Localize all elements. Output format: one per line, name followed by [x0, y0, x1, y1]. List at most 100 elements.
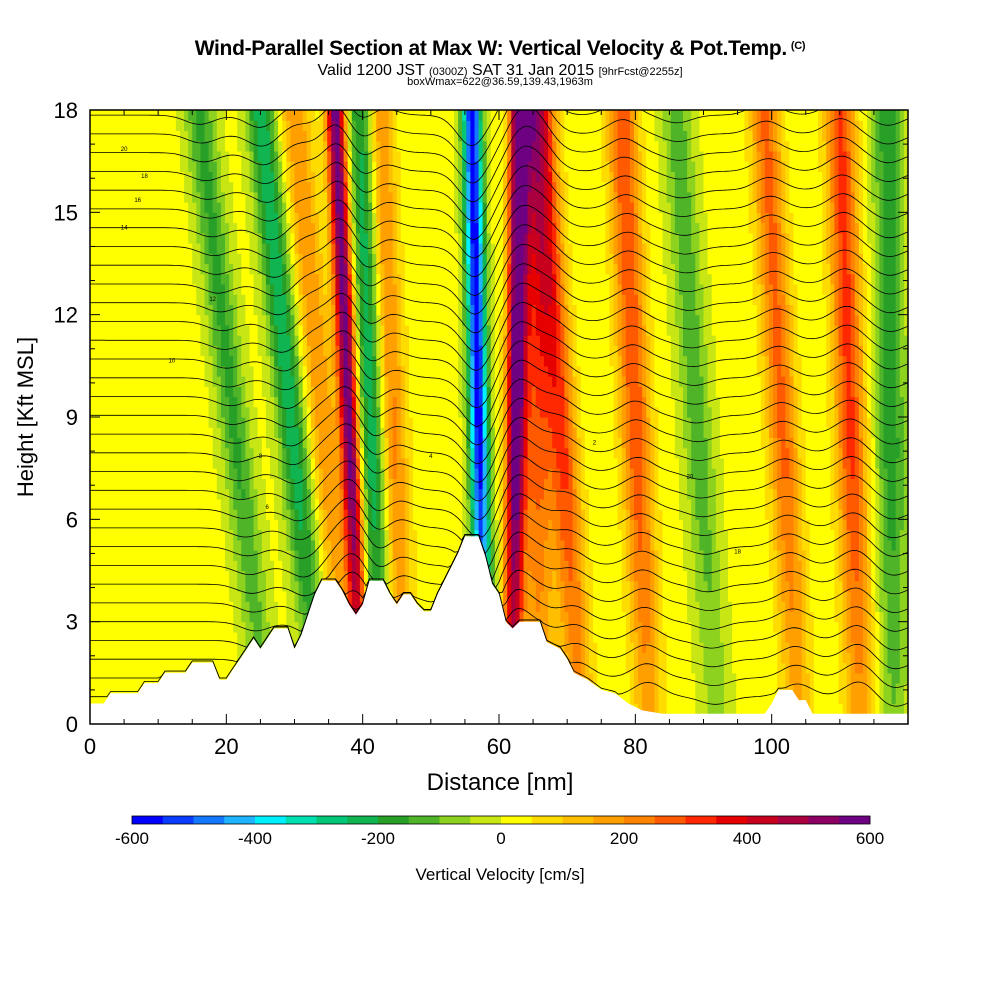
- w-cell: [421, 294, 426, 305]
- w-cell: [310, 232, 316, 244]
- w-cell: [270, 427, 275, 438]
- w-cell: [421, 488, 426, 500]
- w-cell: [167, 212, 173, 224]
- w-cell: [306, 447, 312, 459]
- w-cell: [380, 509, 386, 520]
- w-cell: [421, 324, 426, 336]
- w-cell: [409, 570, 414, 582]
- w-cell: [249, 427, 255, 438]
- w-cell: [298, 509, 304, 520]
- w-cell: [347, 406, 353, 418]
- w-cell: [90, 509, 95, 520]
- w-cell: [143, 284, 148, 295]
- w-cell: [364, 212, 369, 224]
- w-cell: [225, 294, 230, 305]
- w-cell: [200, 130, 206, 142]
- w-cell: [282, 222, 287, 234]
- w-cell: [421, 212, 426, 224]
- w-cell: [147, 498, 152, 510]
- w-cell: [220, 365, 226, 377]
- w-cell: [298, 539, 304, 551]
- w-cell: [331, 355, 336, 367]
- w-cell: [355, 529, 361, 541]
- w-cell: [327, 560, 332, 572]
- w-cell: [417, 130, 422, 142]
- w-cell: [126, 376, 132, 387]
- w-cell: [147, 294, 152, 305]
- w-cell: [400, 335, 406, 346]
- w-cell: [167, 386, 173, 398]
- w-cell: [372, 417, 377, 428]
- w-cell: [265, 120, 271, 131]
- w-cell: [404, 406, 410, 418]
- w-cell: [339, 457, 345, 469]
- w-cell: [151, 417, 156, 428]
- w-cell: [310, 181, 316, 193]
- w-cell: [225, 478, 230, 490]
- w-cell: [257, 222, 263, 234]
- w-cell: [143, 202, 148, 213]
- w-cell: [180, 386, 185, 398]
- w-cell: [237, 376, 242, 387]
- w-cell: [90, 304, 95, 316]
- w-cell: [180, 110, 185, 121]
- w-cell: [192, 519, 197, 531]
- w-cell: [126, 243, 132, 254]
- w-cell: [265, 355, 271, 367]
- w-cell: [225, 406, 230, 418]
- w-cell: [208, 631, 214, 643]
- w-cell: [130, 427, 136, 438]
- w-cell: [225, 468, 230, 479]
- w-cell: [323, 273, 328, 285]
- w-cell: [306, 263, 312, 275]
- w-cell: [421, 253, 426, 265]
- w-cell: [278, 243, 283, 254]
- w-cell: [319, 150, 324, 162]
- w-cell: [270, 335, 275, 346]
- w-cell: [290, 591, 296, 602]
- w-cell: [404, 130, 410, 142]
- w-cell: [114, 417, 120, 428]
- w-cell: [282, 232, 287, 244]
- w-cell: [180, 150, 185, 162]
- w-cell: [315, 417, 320, 428]
- w-cell: [94, 191, 99, 203]
- w-cell: [237, 396, 242, 408]
- w-cell: [368, 222, 373, 234]
- w-cell: [351, 427, 357, 438]
- w-cell: [425, 365, 431, 377]
- w-cell: [315, 437, 320, 449]
- w-cell: [114, 591, 120, 602]
- w-cell: [196, 498, 201, 510]
- w-cell: [347, 120, 353, 131]
- w-cell: [147, 478, 152, 490]
- w-cell: [388, 314, 394, 326]
- w-cell: [404, 202, 410, 213]
- w-cell: [294, 150, 300, 162]
- w-cell: [167, 509, 173, 520]
- w-cell: [413, 457, 418, 469]
- w-cell: [257, 365, 263, 377]
- w-cell: [294, 263, 300, 275]
- w-cell: [175, 273, 181, 285]
- w-cell: [151, 130, 156, 142]
- w-cell: [257, 529, 263, 541]
- w-cell: [220, 171, 226, 183]
- w-cell: [278, 427, 283, 438]
- w-cell: [290, 488, 296, 500]
- w-cell: [90, 662, 95, 674]
- w-cell: [278, 560, 283, 572]
- w-cell: [376, 365, 381, 377]
- w-cell: [339, 202, 345, 213]
- w-cell: [163, 243, 169, 254]
- w-cell: [368, 457, 373, 469]
- w-cell: [347, 181, 353, 193]
- w-cell: [118, 304, 124, 316]
- w-cell: [233, 273, 238, 285]
- w-cell: [122, 376, 128, 387]
- w-cell: [184, 642, 189, 653]
- w-cell: [212, 662, 218, 674]
- w-cell: [126, 120, 132, 131]
- w-cell: [368, 427, 373, 438]
- w-cell: [135, 488, 140, 500]
